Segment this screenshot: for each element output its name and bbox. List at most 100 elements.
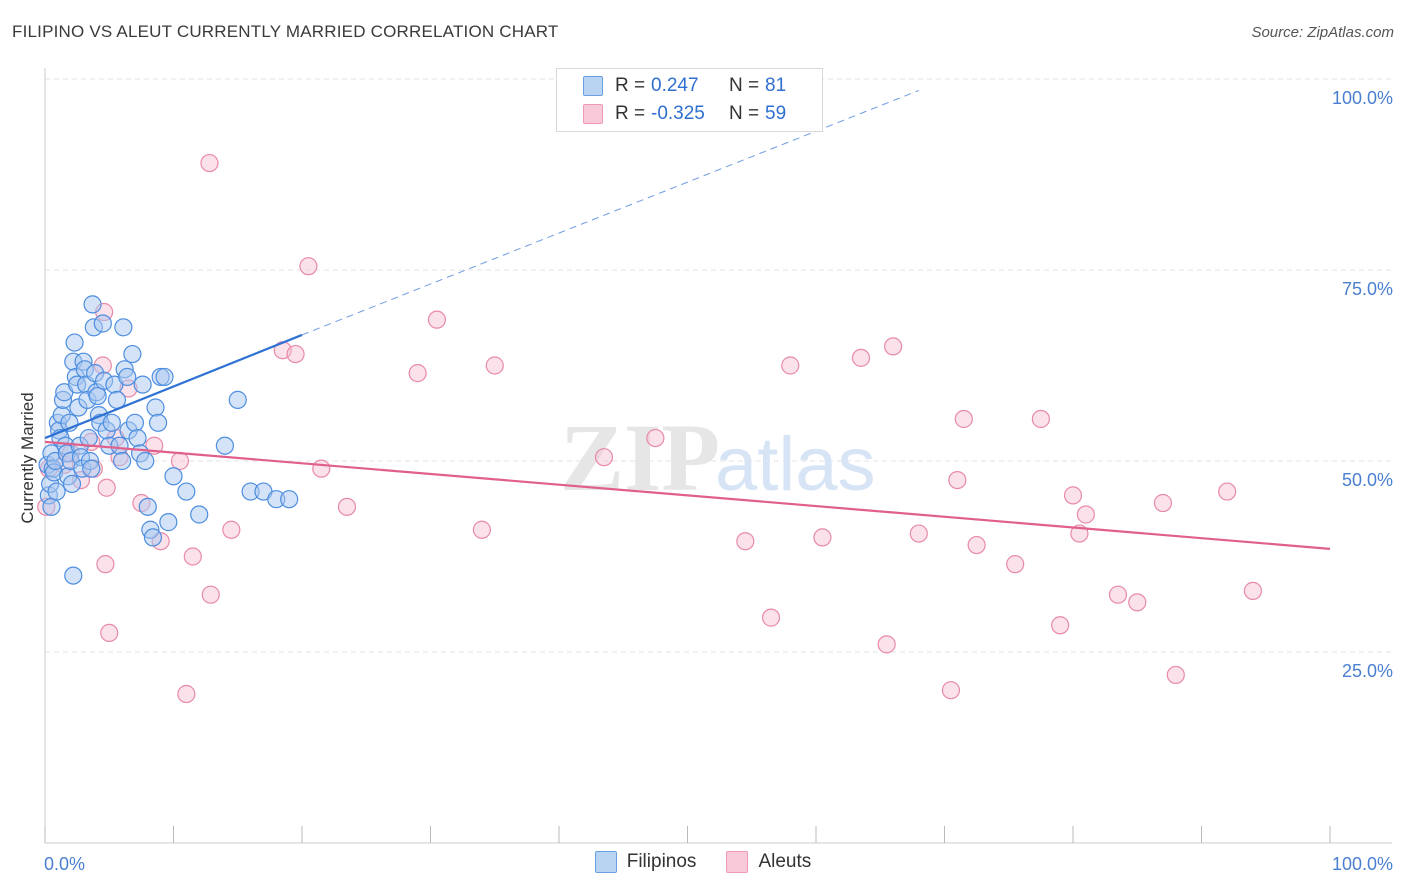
aleut-point: [941, 681, 961, 700]
aleut-point: [97, 478, 116, 497]
stats-legend: R = 0.247 N = 81 R = -0.325 N = 59: [556, 68, 823, 132]
aleut-point: [183, 547, 202, 566]
filipino-point: [125, 413, 145, 432]
aleut-point: [100, 623, 119, 643]
filipino-point: [64, 566, 83, 585]
aleut-point: [851, 348, 871, 367]
filipino-point: [62, 474, 82, 494]
aleut-point: [967, 535, 986, 555]
legend-r-label: R =: [615, 103, 646, 124]
y-tick-label: 25.0%: [1342, 661, 1393, 681]
aleut-point: [1006, 555, 1025, 574]
legend-item-filipinos[interactable]: Filipinos: [594, 851, 697, 873]
filipino-point: [112, 451, 132, 471]
aleut-point: [781, 356, 800, 375]
filipino-point: [177, 482, 196, 501]
aleut-point: [1076, 505, 1095, 524]
legend-row-aleuts: R = -0.325 N = 59: [583, 101, 786, 127]
filipino-point: [42, 497, 61, 516]
legend-r-value: -0.325: [651, 103, 705, 124]
aleut-point: [736, 532, 755, 551]
y-tick-label: 75.0%: [1342, 279, 1393, 299]
filipino-point: [65, 333, 84, 352]
source-label: Source: ZipAtlas.com: [1251, 24, 1394, 41]
filipino-point: [190, 505, 209, 524]
aleut-point: [1243, 581, 1263, 600]
legend-n-label: N =: [729, 75, 760, 96]
filipino-point: [143, 528, 163, 547]
aleut-point: [646, 428, 665, 448]
aleut-point: [177, 684, 196, 704]
aleut-point: [222, 520, 241, 539]
aleut-point: [954, 409, 973, 429]
filipino-point: [118, 367, 137, 387]
aleut-point: [312, 459, 331, 478]
grid-lines: [45, 78, 1392, 653]
filipino-point: [88, 386, 107, 406]
filipino-point: [128, 428, 147, 448]
filipino-point: [136, 451, 155, 471]
aleut-point: [883, 337, 903, 356]
x-tick-label: 100.0%: [1332, 854, 1393, 874]
watermark-zip: ZIP: [560, 404, 720, 511]
legend-n-label: N =: [729, 103, 760, 124]
aleut-point: [1128, 593, 1147, 612]
filipino-point: [159, 513, 178, 532]
series-legend: Filipinos Aleuts: [0, 851, 1406, 873]
aleut-point: [1051, 616, 1070, 635]
y-axis-label: Currently Married: [18, 392, 37, 523]
legend-row-filipinos: R = 0.247 N = 81: [583, 73, 786, 99]
aleut-point: [948, 471, 967, 490]
aleut-point: [877, 635, 896, 654]
filipino-point: [138, 497, 157, 516]
aleut-point: [1218, 482, 1237, 501]
aleut-point: [472, 520, 491, 539]
filipino-point: [280, 490, 299, 509]
watermark-atlas: atlas: [715, 422, 876, 507]
filipino-point: [110, 436, 129, 455]
filipino-point: [114, 318, 133, 337]
legend-r-value: 0.247: [651, 75, 699, 96]
aleut-point: [427, 310, 447, 329]
filipino-point: [155, 367, 174, 387]
chart-title: FILIPINO VS ALEUT CURRENTLY MARRIED CORR…: [12, 22, 559, 41]
aleut-point: [1166, 665, 1185, 685]
filipino-point: [123, 344, 142, 364]
legend-label-filipinos: Filipinos: [626, 851, 697, 872]
filipino-point: [215, 436, 234, 455]
filipino-point: [133, 375, 152, 394]
filipino-point: [102, 413, 121, 432]
legend-label-aleuts: Aleuts: [758, 851, 812, 872]
filipinos-trend-line: [44, 333, 303, 440]
legend-item-aleuts[interactable]: Aleuts: [726, 851, 811, 873]
legend-swatch-pink: [726, 851, 749, 873]
aleut-point: [337, 497, 357, 516]
aleut-point: [1108, 585, 1128, 604]
legend-r-label: R =: [615, 75, 646, 96]
legend-n-value: 59: [765, 103, 787, 124]
aleut-point: [408, 364, 427, 383]
legend-swatch-blue: [583, 76, 603, 96]
legend-swatch-blue: [594, 851, 617, 873]
filipino-point: [82, 459, 101, 478]
y-tick-label: 50.0%: [1342, 470, 1393, 490]
y-tick-label: 100.0%: [1332, 88, 1393, 108]
x-tick-label: 0.0%: [44, 854, 85, 874]
legend-swatch-pink: [583, 104, 603, 124]
filipino-point: [164, 467, 183, 486]
filipino-point: [228, 390, 247, 409]
aleut-point: [299, 257, 318, 276]
aleuts-trend-line: [44, 440, 1331, 550]
aleut-point: [286, 344, 305, 364]
aleut-point: [201, 585, 220, 604]
aleut-point: [170, 451, 190, 471]
aleut-point: [485, 356, 504, 375]
aleut-point: [1031, 409, 1050, 429]
legend-n-value: 81: [765, 75, 787, 96]
tick-labels: 25.0% 50.0% 75.0% 100.0% 0.0% 100.0%: [44, 88, 1393, 874]
filipino-point: [47, 482, 66, 501]
filipino-point: [83, 295, 102, 314]
filipino-point: [148, 413, 168, 432]
filipino-point: [146, 398, 165, 417]
